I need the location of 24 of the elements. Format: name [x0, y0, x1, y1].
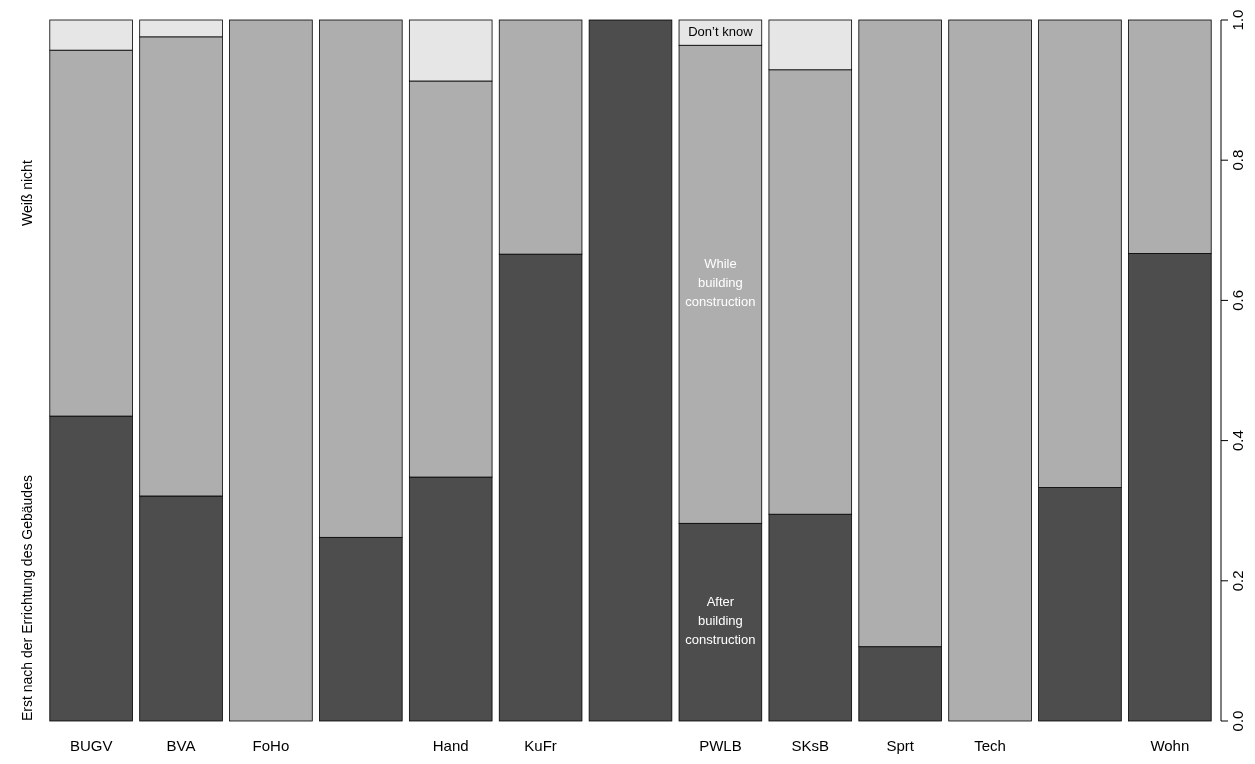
x-tick-label: SKsB [791, 737, 830, 754]
y-tick-label: 0.6 [1229, 289, 1246, 311]
bar [948, 19, 1032, 722]
y-tick-label: 0.0 [1229, 710, 1246, 732]
series-label: After building construction [685, 594, 756, 648]
x-tick-label: FoHo [252, 737, 290, 754]
y-tick-label: 0.4 [1229, 430, 1246, 452]
y-tick-label: 0.8 [1229, 149, 1246, 171]
x-tick-label: Sprt [886, 737, 915, 754]
series-label: While building construction [685, 256, 756, 310]
x-tick-label: BUGV [69, 737, 113, 754]
x-tick-label: KuFr [524, 737, 557, 754]
bar [588, 19, 673, 722]
text: Erst nach der Errichtung des Gebäudes [19, 475, 35, 721]
x-tick-label: Tech [974, 737, 1006, 754]
x-tick-label: Wohn [1150, 737, 1190, 754]
y-tick-label: 0.2 [1229, 570, 1246, 592]
bar [229, 19, 313, 722]
x-tick-label: Hand [432, 737, 469, 754]
x-tick-label: PWLB [699, 737, 742, 754]
text: Weiß nicht [19, 160, 35, 227]
y-tick-label: 1.0 [1229, 9, 1246, 31]
x-tick-label: BVA [166, 737, 196, 754]
series-label: Don’t know [688, 24, 754, 40]
